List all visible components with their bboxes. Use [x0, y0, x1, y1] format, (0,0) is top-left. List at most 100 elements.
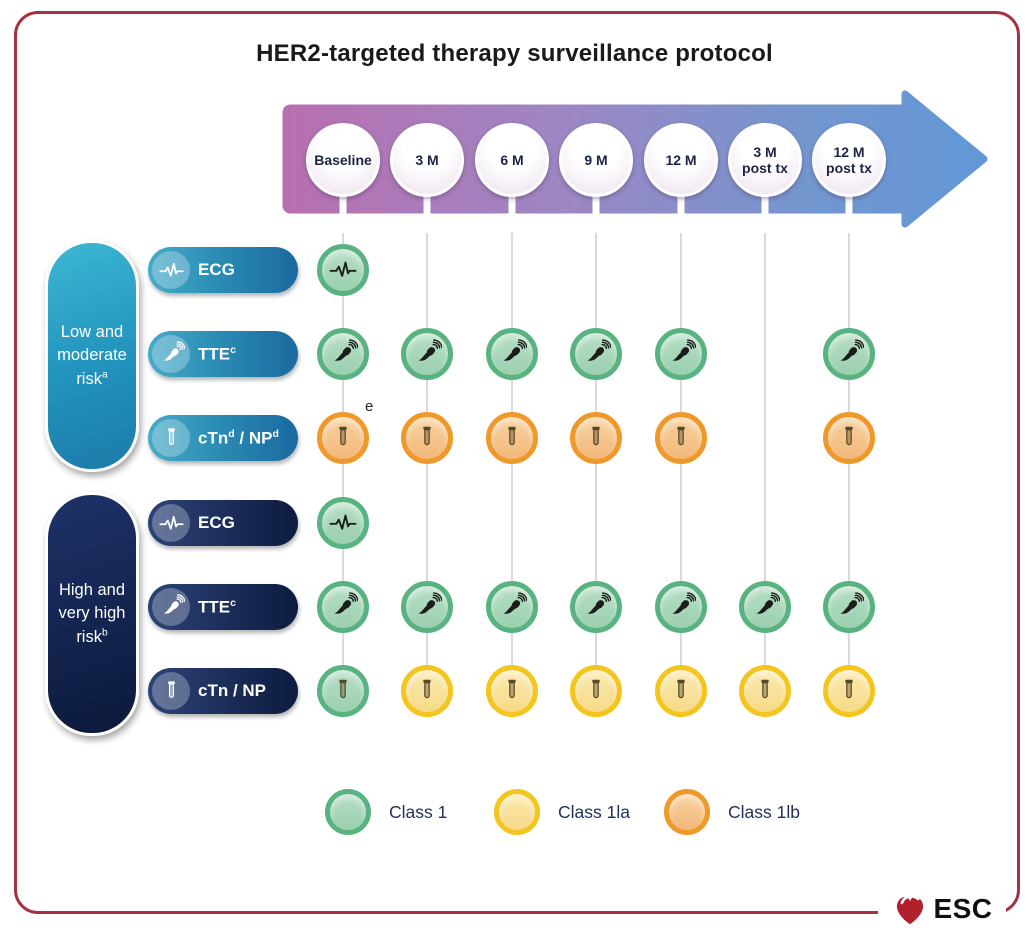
- cell-tte-probe-col1-class1: [317, 581, 369, 633]
- timeline-circle-9m: 9 M: [559, 123, 633, 197]
- test-tube-icon: [834, 676, 864, 706]
- ecg-icon: [328, 508, 358, 538]
- test-label: cTnd / NPd: [198, 427, 279, 448]
- tte-probe-icon: [497, 339, 527, 369]
- timeline-circle-3m: 3 M: [390, 123, 464, 197]
- cell-test-tube-col7-class2b: [823, 412, 875, 464]
- test-tube-icon: [497, 423, 527, 453]
- column-guide-line: [511, 230, 513, 716]
- tte-probe-icon: [750, 592, 780, 622]
- cell-test-tube-col2-class2b: [401, 412, 453, 464]
- footnote-e: e: [365, 398, 374, 415]
- risk-group-label-line: riska: [76, 369, 108, 388]
- cell-tte-probe-col4-class1: [570, 581, 622, 633]
- ecg-icon: [152, 251, 190, 289]
- cell-tte-probe-col7-class1: [823, 328, 875, 380]
- cell-test-tube-col2-class2a: [401, 665, 453, 717]
- test-pill-tte-probe: TTEc: [148, 584, 298, 630]
- timeline-stem: [761, 193, 769, 233]
- legend-circle-class-1: [325, 789, 371, 835]
- legend-circle-class-1lb: [664, 789, 710, 835]
- risk-group-label-line: very high: [58, 604, 126, 623]
- risk-group-label-line: High and: [58, 581, 126, 600]
- cell-test-tube-col3-class2a: [486, 665, 538, 717]
- cell-test-tube-col6-class2a: [739, 665, 791, 717]
- legend-item-class-1: Class 1: [325, 789, 447, 835]
- test-pill-ecg: ECG: [148, 247, 298, 293]
- risk-group-high-very-high: High and very high riskb: [45, 492, 139, 736]
- legend-label: Class 1: [389, 801, 448, 822]
- cell-ecg-col1-class1: [317, 244, 369, 296]
- tte-probe-icon: [666, 592, 696, 622]
- tte-probe-icon: [412, 339, 442, 369]
- risk-group-label-line: moderate: [57, 346, 127, 365]
- timeline-circle-6m: 6 M: [475, 123, 549, 197]
- timeline-stem: [592, 193, 600, 233]
- cell-test-tube-col1-class2b: [317, 412, 369, 464]
- legend-label: Class 1lb: [728, 801, 800, 822]
- test-tube-icon: [152, 419, 190, 457]
- cell-tte-probe-col5-class1: [655, 328, 707, 380]
- test-pill-test-tube: cTn / NP: [148, 668, 298, 714]
- cell-tte-probe-col5-class1: [655, 581, 707, 633]
- timeline-stem: [845, 193, 853, 233]
- timeline-label: post tx: [826, 160, 872, 176]
- test-pill-tte-probe: TTEc: [148, 331, 298, 377]
- cell-tte-probe-col4-class1: [570, 328, 622, 380]
- timeline-label: 9 M: [584, 151, 608, 168]
- test-tube-icon: [581, 423, 611, 453]
- page-title: HER2-targeted therapy surveillance proto…: [256, 40, 773, 67]
- tte-probe-icon: [412, 592, 442, 622]
- cell-tte-probe-col1-class1: [317, 328, 369, 380]
- cell-test-tube-col4-class2b: [570, 412, 622, 464]
- timeline-label: 3 M: [753, 143, 777, 160]
- timeline-stem: [677, 193, 685, 233]
- test-tube-icon: [412, 423, 442, 453]
- test-label: ECG: [198, 513, 235, 532]
- timeline-label: 6 M: [500, 151, 524, 168]
- ecg-icon: [328, 255, 358, 285]
- timeline-label: 12 M: [665, 151, 697, 168]
- cell-tte-probe-col3-class1: [486, 328, 538, 380]
- tte-probe-icon: [834, 592, 864, 622]
- cell-test-tube-col3-class2b: [486, 412, 538, 464]
- tte-probe-icon: [834, 339, 864, 369]
- tte-probe-icon: [581, 592, 611, 622]
- test-tube-icon: [328, 676, 358, 706]
- esc-heart-icon: [897, 895, 924, 925]
- column-guide-line: [595, 230, 597, 716]
- timeline-arrow: [282, 90, 988, 228]
- test-tube-icon: [666, 423, 696, 453]
- cell-tte-probe-col2-class1: [401, 328, 453, 380]
- column-guide-line: [680, 230, 682, 716]
- tte-probe-icon: [497, 592, 527, 622]
- test-label: TTEc: [198, 343, 236, 364]
- timeline-label: 3 M: [415, 151, 439, 168]
- cell-tte-probe-col3-class1: [486, 581, 538, 633]
- column-guide-line: [764, 230, 766, 716]
- cell-test-tube-col7-class2a: [823, 665, 875, 717]
- cell-test-tube-col5-class2a: [655, 665, 707, 717]
- cell-test-tube-col4-class2a: [570, 665, 622, 717]
- test-tube-icon: [750, 676, 780, 706]
- ecg-icon: [152, 504, 190, 542]
- test-tube-icon: [834, 423, 864, 453]
- legend-item-class-1lb: Class 1lb: [664, 789, 800, 835]
- test-pill-ecg: ECG: [148, 500, 298, 546]
- legend-circle-class-1la: [494, 789, 540, 835]
- timeline-label: Baseline: [314, 151, 372, 168]
- test-tube-icon: [497, 676, 527, 706]
- column-guide-line: [426, 230, 428, 716]
- cell-test-tube-col1-class1: [317, 665, 369, 717]
- test-tube-icon: [581, 676, 611, 706]
- test-label: cTn / NP: [198, 681, 267, 700]
- tte-probe-icon: [666, 339, 696, 369]
- legend-label: Class 1la: [558, 801, 630, 822]
- esc-logo: ESC: [878, 887, 1006, 931]
- test-tube-icon: [666, 676, 696, 706]
- timeline-label: 12 M: [833, 143, 865, 160]
- tte-probe-icon: [152, 335, 190, 373]
